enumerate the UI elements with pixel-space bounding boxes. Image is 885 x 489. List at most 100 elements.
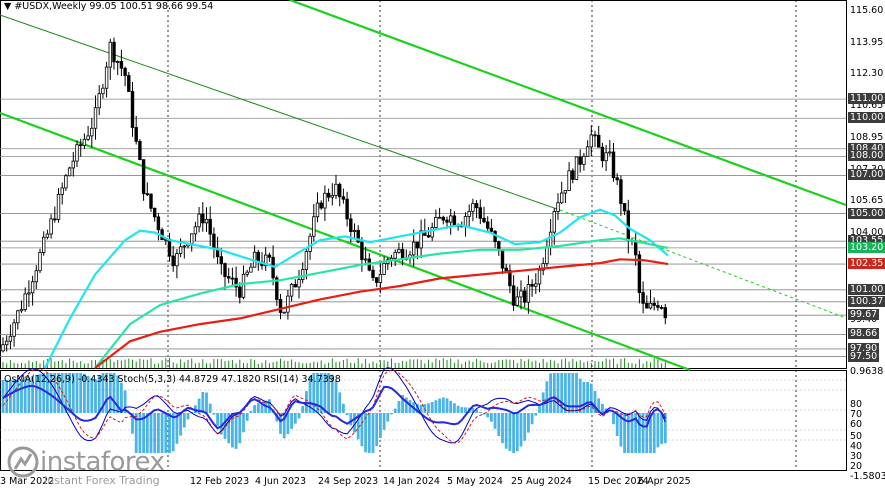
time-axis-label: 24 Sep 2023 (318, 476, 379, 487)
price-level-tag: 99.67 (848, 309, 880, 321)
candle (241, 265, 246, 300)
candle (615, 173, 619, 185)
osma-bar (464, 407, 467, 413)
candle (641, 281, 645, 314)
candle (116, 60, 120, 76)
osma-bar (552, 373, 556, 413)
candle (323, 185, 327, 221)
candle (326, 188, 331, 202)
candle (330, 183, 334, 206)
osma-bar (216, 413, 219, 426)
candle (367, 253, 371, 272)
candle (648, 290, 653, 310)
candle (252, 245, 257, 268)
osma-bar (645, 413, 649, 453)
price-level-tag: 102.35 (848, 258, 885, 270)
osma-bar (371, 413, 375, 453)
price-level-tag: 108.00 (848, 150, 885, 162)
osma-bar (123, 390, 127, 413)
candle (260, 252, 264, 270)
osma-bar (589, 383, 593, 413)
osma-bar (83, 373, 86, 413)
osma-bar (490, 413, 493, 422)
candle (134, 115, 138, 145)
osma-bar (438, 398, 441, 413)
osma-bar (649, 413, 652, 453)
time-axis-label: 6 Apr 2025 (638, 476, 691, 487)
candle (552, 208, 556, 245)
oscillator-axis-label: 40 (850, 441, 863, 452)
chart-title: ▼ #USDX,Weekly 99.05 100.51 98.66 99.54 (4, 1, 214, 12)
candle (659, 305, 664, 310)
lower-trend-line (0, 111, 691, 372)
osma-bar (342, 403, 345, 413)
candle (434, 209, 438, 230)
price-level-tag: 97.90 (848, 342, 880, 354)
osma-bar (356, 413, 360, 440)
candle (300, 262, 305, 284)
osma-bar (142, 413, 145, 453)
osma-bar (593, 391, 597, 413)
osma-bar (94, 379, 97, 413)
osma-bar (586, 381, 589, 413)
osma-bar (42, 373, 46, 413)
candle (471, 198, 475, 222)
candle (204, 207, 209, 232)
instaforex-logo-icon (7, 446, 39, 478)
osma-bar (279, 413, 282, 434)
osma-bar (323, 373, 327, 413)
candle (441, 215, 445, 225)
candle (141, 159, 146, 201)
osma-bar (101, 373, 105, 413)
osma-bar (290, 413, 293, 429)
candle (485, 216, 490, 232)
oscillator-panel-border (0, 370, 847, 471)
candle (319, 200, 323, 210)
candle (156, 212, 161, 241)
candle (608, 140, 612, 156)
logo-tagline: Instant Forex Trading (44, 474, 160, 487)
osma-bar (68, 373, 71, 413)
candle (42, 231, 46, 256)
osma-bar (453, 403, 456, 413)
osma-bar (75, 373, 79, 413)
osma-bar (253, 405, 256, 413)
osma-bar (90, 378, 94, 413)
osma-bar (571, 373, 575, 413)
osma-bar (493, 413, 497, 429)
candle (534, 273, 538, 294)
candle (167, 232, 172, 262)
candle (60, 182, 64, 205)
candle (556, 193, 560, 220)
time-axis-label: 12 Feb 2023 (190, 476, 250, 487)
osma-bar (319, 373, 323, 413)
candle (371, 265, 375, 281)
candle (245, 269, 249, 277)
osma-bar (71, 373, 75, 413)
candle (337, 182, 342, 207)
osma-bar (186, 413, 190, 420)
osma-bar (256, 403, 260, 413)
candle (345, 191, 349, 227)
candle (582, 152, 586, 171)
candle (67, 166, 72, 177)
candle (45, 229, 50, 240)
osma-bar (430, 401, 434, 413)
osma-bar (564, 373, 567, 413)
osma-bar (386, 413, 390, 422)
candle (175, 248, 179, 279)
candle (426, 227, 431, 238)
candle (104, 61, 109, 98)
candle (500, 250, 505, 275)
osma-bar (179, 413, 182, 436)
volume-bars (2, 358, 666, 368)
candle (38, 248, 42, 273)
candle (589, 125, 593, 157)
osma-bar (615, 413, 619, 437)
oscillator-axis-label: 80 (850, 399, 863, 410)
osma-bar (475, 409, 478, 413)
candle (208, 206, 212, 246)
osma-bar (379, 413, 382, 438)
osma-bar (145, 413, 149, 453)
